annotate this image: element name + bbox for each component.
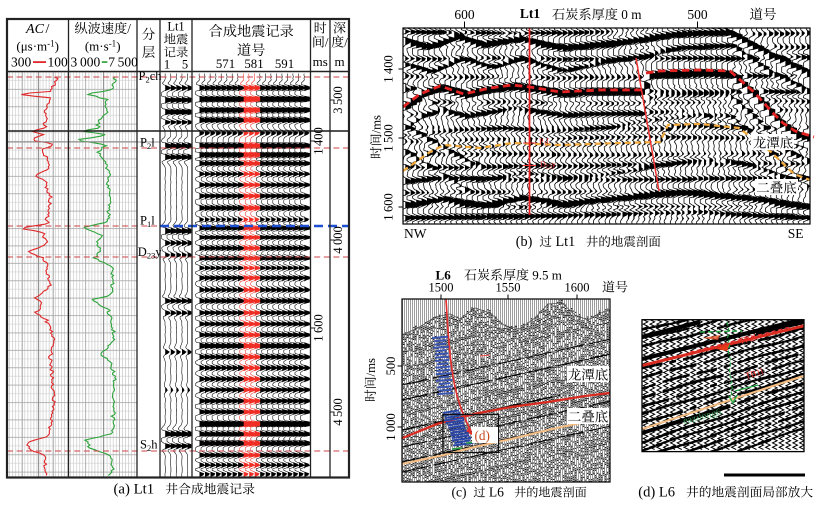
svg-text:1 500: 1 500: [382, 124, 396, 152]
svg-text:L6: L6: [436, 268, 452, 283]
svg-text:P1l: P1l: [539, 137, 549, 148]
svg-text:7 500: 7 500: [108, 55, 138, 70]
svg-text:1: 1: [164, 58, 170, 72]
svg-text:S2h: S2h: [140, 438, 158, 454]
svg-text:1 000: 1 000: [384, 413, 398, 441]
svg-text:0 m: 0 m: [618, 7, 642, 22]
svg-text:(d) L6: (d) L6: [638, 485, 679, 501]
svg-text:Lt1: Lt1: [552, 234, 579, 250]
svg-text:Lt1: Lt1: [520, 6, 541, 21]
svg-text:1 600: 1 600: [312, 314, 326, 342]
svg-text:4 000: 4 000: [331, 226, 345, 254]
svg-text:1 600: 1 600: [382, 193, 396, 221]
svg-text:1500: 1500: [429, 281, 454, 295]
svg-text:(a) Lt1: (a) Lt1: [114, 482, 158, 498]
svg-text:9.5 m: 9.5 m: [529, 268, 562, 283]
svg-text:500: 500: [384, 357, 398, 376]
svg-text:4 500: 4 500: [331, 398, 345, 426]
svg-text:/ms: /ms: [364, 358, 378, 377]
svg-text:581: 581: [244, 57, 263, 71]
svg-text:AC: AC: [25, 22, 45, 37]
svg-text:ms: ms: [313, 54, 328, 69]
svg-text:NW: NW: [404, 226, 427, 241]
svg-text:300: 300: [11, 55, 32, 70]
svg-text:P1l: P1l: [140, 214, 155, 230]
svg-text:/ms: /ms: [370, 115, 384, 134]
svg-text:1 400: 1 400: [382, 55, 396, 83]
svg-text:591: 591: [275, 57, 294, 71]
svg-text:/: /: [325, 35, 329, 50]
svg-text:500: 500: [687, 7, 708, 22]
svg-text:5: 5: [182, 58, 188, 72]
svg-text:(b): (b): [516, 234, 536, 250]
svg-text:m: m: [334, 54, 344, 69]
svg-text:P2ch: P2ch: [139, 69, 163, 85]
svg-text:600: 600: [454, 7, 475, 22]
svg-text:1550: 1550: [496, 281, 521, 295]
svg-text:SE: SE: [788, 226, 804, 241]
svg-text:L6: L6: [485, 485, 507, 500]
svg-text:1600: 1600: [565, 281, 590, 295]
svg-text:(d): (d): [475, 428, 490, 443]
svg-text:TP2l: TP2l: [738, 332, 758, 346]
svg-text:571: 571: [216, 57, 235, 71]
svg-text:/: /: [45, 22, 49, 37]
svg-text:Lt1: Lt1: [167, 20, 184, 34]
svg-text:3 500: 3 500: [331, 86, 345, 114]
svg-text:/: /: [344, 35, 348, 50]
svg-text:3 000: 3 000: [71, 55, 101, 70]
svg-text:D23y: D23y: [540, 160, 556, 171]
svg-text:D23y: D23y: [138, 245, 163, 261]
svg-text:1 400: 1 400: [312, 127, 326, 155]
svg-text:/: /: [127, 21, 131, 36]
svg-text:P2l: P2l: [140, 136, 155, 152]
svg-text:100: 100: [48, 55, 69, 70]
svg-text:(c): (c): [451, 485, 470, 501]
